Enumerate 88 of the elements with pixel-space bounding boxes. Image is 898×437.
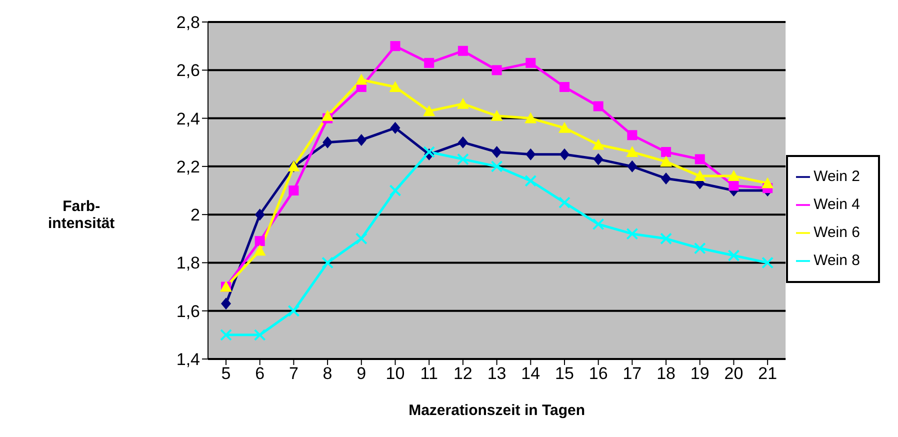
point: [661, 146, 672, 157]
point: [626, 228, 638, 240]
point: [559, 82, 570, 92]
point: [423, 105, 436, 116]
point: [492, 146, 502, 158]
point: [728, 170, 740, 182]
y-tick-label: 2,6: [176, 61, 200, 80]
point: [762, 177, 774, 188]
y-tick-label: 2,8: [176, 13, 200, 32]
x-tick-label: 21: [758, 364, 778, 384]
point: [356, 134, 366, 146]
point: [490, 160, 503, 172]
point: [456, 98, 469, 109]
x-tick-label: 17: [622, 364, 642, 384]
point: [389, 184, 402, 196]
point: [660, 156, 672, 167]
point: [694, 170, 706, 182]
point: [558, 196, 570, 209]
x-tick-label: 6: [255, 364, 265, 384]
point: [762, 256, 774, 269]
point: [355, 74, 368, 85]
x-tick-label: 11: [420, 364, 438, 384]
point: [592, 218, 604, 230]
point: [254, 328, 266, 341]
point: [424, 58, 434, 68]
x-tick-label: 10: [386, 364, 405, 384]
point: [593, 153, 604, 166]
x-tick-label: 12: [453, 364, 472, 384]
point: [627, 130, 638, 140]
point: [322, 110, 334, 121]
point: [254, 236, 265, 246]
legend-label: Wein 4: [814, 196, 860, 212]
legend-label: Wein 8: [814, 252, 860, 268]
point: [728, 249, 740, 262]
x-tick-label: 8: [322, 364, 332, 384]
point: [558, 122, 570, 133]
point: [456, 153, 469, 166]
point: [526, 148, 536, 160]
point: [458, 46, 468, 56]
point: [728, 180, 739, 191]
point: [288, 304, 300, 317]
point: [490, 110, 503, 121]
point: [254, 208, 265, 221]
legend-label: Wein 6: [814, 224, 860, 240]
point: [661, 172, 672, 184]
point: [592, 138, 604, 150]
point: [221, 298, 231, 310]
y-tick-label: 2: [190, 206, 200, 225]
point: [694, 242, 706, 254]
x-tick-label: 9: [356, 364, 366, 384]
point: [593, 101, 604, 112]
point: [389, 80, 402, 92]
point: [627, 160, 638, 172]
point: [660, 232, 672, 245]
point: [355, 232, 368, 245]
point: [626, 146, 638, 157]
point: [390, 122, 400, 134]
x-tick-label: 15: [555, 364, 574, 384]
y-axis-title: Farb- intensität: [48, 198, 115, 232]
point: [288, 186, 299, 196]
x-tick-label: 13: [487, 364, 506, 384]
point: [559, 148, 570, 160]
y-tick-label: 2,2: [176, 157, 200, 176]
point: [492, 65, 502, 76]
x-tick-label: 14: [521, 364, 540, 384]
x-tick-label: 20: [724, 364, 744, 384]
x-tick-label: 19: [690, 364, 710, 384]
legend-label: Wein 2: [814, 168, 860, 184]
point: [390, 41, 400, 52]
point: [220, 328, 232, 341]
x-tick-label: 16: [588, 364, 608, 384]
y-tick-label: 1,8: [176, 254, 200, 273]
point: [322, 256, 334, 269]
y-tick-label: 2,4: [176, 109, 200, 128]
point: [322, 136, 333, 148]
point: [694, 154, 705, 164]
point: [526, 58, 536, 68]
y-tick-label: 1,6: [176, 302, 200, 321]
point: [524, 174, 537, 187]
y-tick-label: 1,4: [176, 350, 200, 370]
x-axis-title: Mazerationszeit in Tagen: [408, 402, 585, 419]
point: [458, 136, 468, 148]
x-tick-label: 18: [656, 364, 676, 384]
x-tick-label: 7: [288, 364, 298, 384]
point: [524, 112, 537, 124]
point: [254, 244, 266, 256]
point: [423, 146, 436, 158]
x-tick-label: 5: [221, 364, 231, 384]
